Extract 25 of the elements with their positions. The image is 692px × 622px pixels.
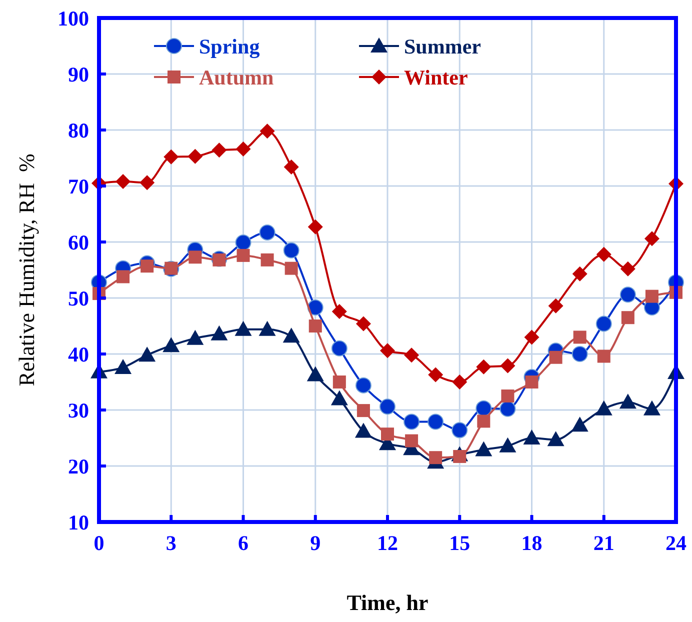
legend-label: Autumn: [199, 65, 274, 90]
x-tick-label: 12: [377, 531, 398, 555]
y-tick-label: 30: [68, 398, 89, 422]
x-tick-label: 0: [94, 531, 104, 555]
y-tick-label: 40: [68, 342, 89, 366]
legend-label: Spring: [199, 34, 260, 58]
y-tick-label: 60: [68, 230, 89, 254]
y-tick-label: 80: [68, 118, 89, 142]
y-tick-label: 50: [68, 286, 89, 310]
x-tick-label: 3: [166, 531, 176, 555]
x-axis-title: Time, hr: [346, 590, 428, 615]
x-tick-label: 18: [521, 531, 542, 555]
x-tick-label: 9: [310, 531, 321, 555]
legend-label: Winter: [404, 65, 468, 90]
y-tick-label: 70: [68, 174, 89, 198]
y-axis-title: Relative Humidity, RH %: [14, 154, 39, 386]
x-tick-label: 24: [666, 531, 687, 555]
y-tick-label: 100: [58, 6, 89, 30]
x-tick-label: 6: [238, 531, 248, 555]
y-tick-label: 10: [68, 510, 89, 534]
x-tick-label: 21: [593, 531, 614, 555]
legend-label: Summer: [404, 34, 481, 58]
y-tick-label: 90: [68, 62, 89, 86]
x-tick-label: 15: [449, 531, 470, 555]
y-tick-label: 20: [68, 454, 89, 478]
